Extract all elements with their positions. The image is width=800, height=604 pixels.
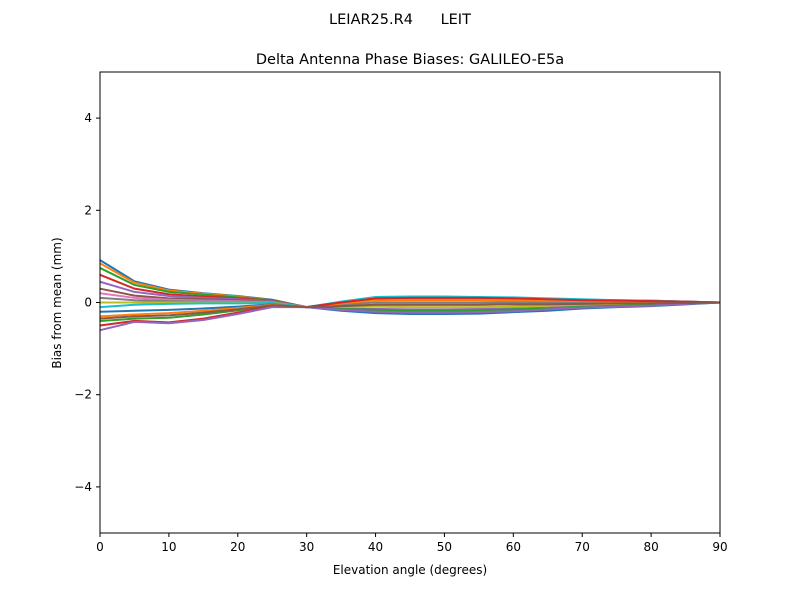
x-axis-label: Elevation angle (degrees) <box>333 563 487 577</box>
suptitle: LEIAR25.R4 LEIT <box>329 12 471 28</box>
x-tick-label: 20 <box>230 540 245 554</box>
series-line-15 <box>99 301 721 320</box>
x-tick-label: 80 <box>643 540 658 554</box>
y-tick-label: 2 <box>84 203 92 217</box>
y-axis: −4 −2 0 2 4 <box>74 111 100 494</box>
y-tick-label: 0 <box>84 296 92 310</box>
y-tick-label: −2 <box>74 388 92 402</box>
x-tick-label: 30 <box>299 540 314 554</box>
series-group <box>99 259 721 332</box>
y-tick-label: −4 <box>74 480 92 494</box>
series-line-13 <box>99 296 721 327</box>
chart-title: Delta Antenna Phase Biases: GALILEO-E5a <box>256 52 564 68</box>
x-tick-label: 60 <box>506 540 521 554</box>
x-axis: 0 10 20 30 40 50 60 70 80 90 <box>96 533 728 554</box>
x-tick-label: 50 <box>437 540 452 554</box>
x-tick-label: 70 <box>575 540 590 554</box>
x-tick-label: 90 <box>712 540 727 554</box>
y-tick-label: 4 <box>84 111 92 125</box>
series-line-14 <box>99 301 721 332</box>
x-tick-label: 0 <box>96 540 104 554</box>
x-tick-label: 10 <box>161 540 176 554</box>
x-tick-label: 40 <box>368 540 383 554</box>
y-axis-label: Bias from mean (mm) <box>50 237 64 368</box>
